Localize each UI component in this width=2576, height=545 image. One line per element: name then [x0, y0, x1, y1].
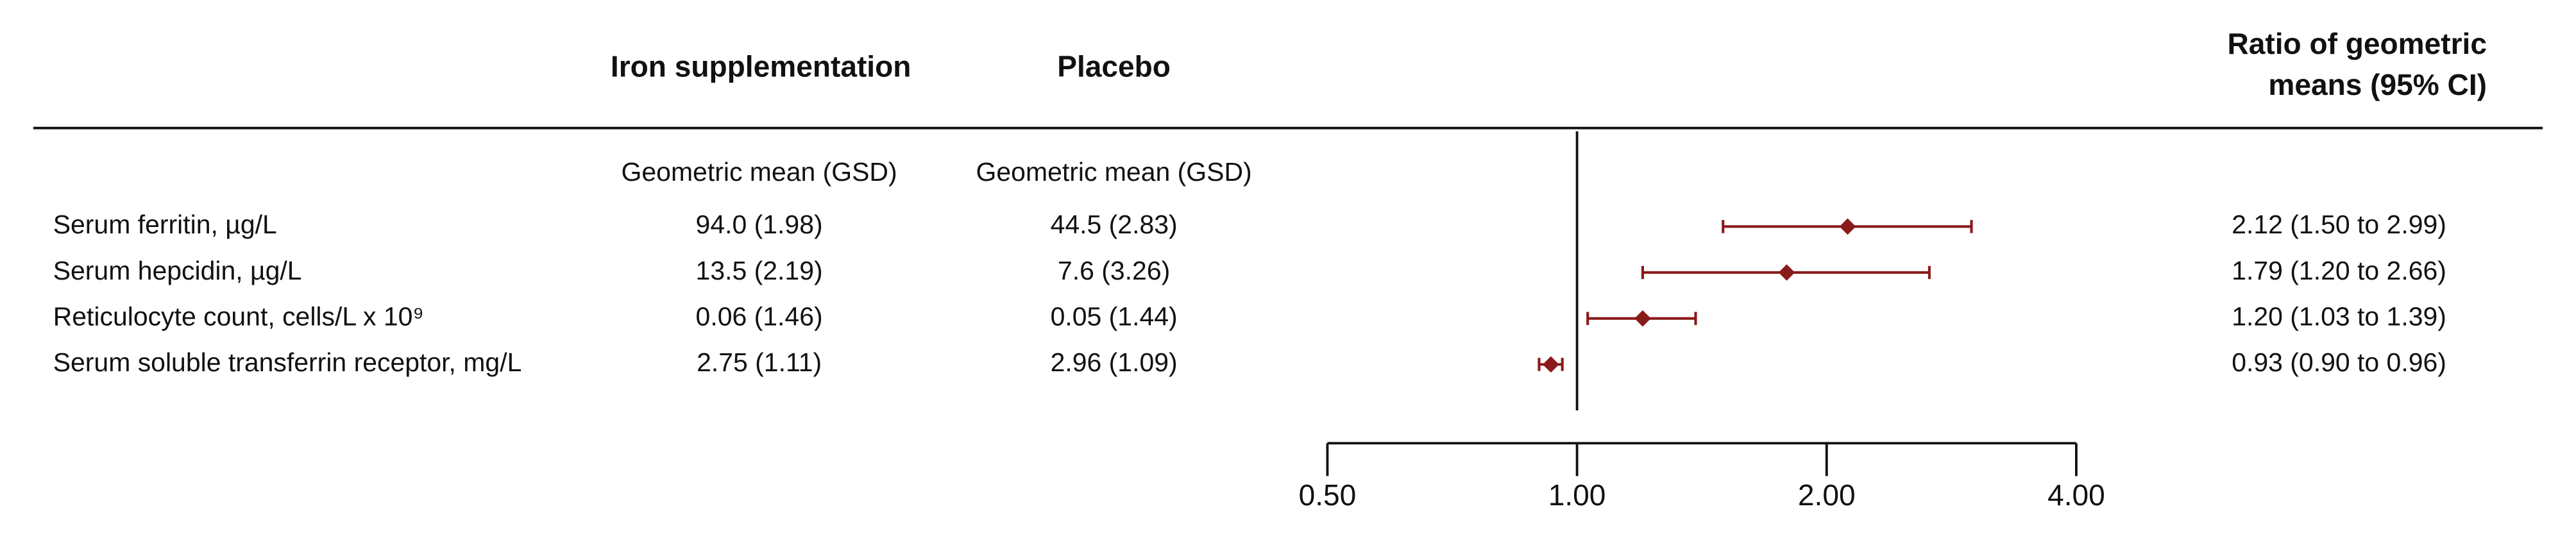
column-subheader: Geometric mean (GSD) — [622, 157, 897, 187]
ratio-header: Ratio of geometric — [2227, 27, 2487, 60]
ratio-header: means (95% CI) — [2268, 68, 2487, 101]
row-label: Serum hepcidin, µg/L — [53, 256, 302, 285]
placebo-value: 0.05 (1.44) — [1051, 301, 1178, 331]
ratio-label: 1.20 (1.03 to 1.39) — [2232, 301, 2446, 331]
estimate-marker — [1778, 264, 1795, 281]
placebo-value: 2.96 (1.09) — [1051, 348, 1178, 377]
column-header: Iron supplementation — [611, 50, 911, 83]
placebo-value: 44.5 (2.83) — [1051, 210, 1178, 239]
estimate-marker — [1543, 356, 1559, 373]
row-label: Serum ferritin, µg/L — [53, 210, 277, 239]
row-label: Serum soluble transferrin receptor, mg/L — [53, 348, 522, 377]
row-label: Reticulocyte count, cells/L x 10⁹ — [53, 301, 424, 331]
placebo-value: 7.6 (3.26) — [1058, 256, 1170, 285]
x-tick-label: 1.00 — [1548, 478, 1606, 512]
iron-value: 13.5 (2.19) — [696, 256, 823, 285]
iron-value: 94.0 (1.98) — [696, 210, 823, 239]
ratio-label: 2.12 (1.50 to 2.99) — [2232, 210, 2446, 239]
x-tick-label: 2.00 — [1798, 478, 1856, 512]
iron-value: 0.06 (1.46) — [696, 301, 823, 331]
column-subheader: Geometric mean (GSD) — [976, 157, 1252, 187]
x-tick-label: 4.00 — [2047, 478, 2105, 512]
iron-value: 2.75 (1.11) — [697, 348, 822, 377]
ratio-label: 1.79 (1.20 to 2.66) — [2232, 256, 2446, 285]
estimate-marker — [1634, 310, 1651, 327]
x-tick-label: 0.50 — [1299, 478, 1357, 512]
column-header: Placebo — [1057, 50, 1171, 83]
estimate-marker — [1839, 218, 1856, 235]
ratio-label: 0.93 (0.90 to 0.96) — [2232, 348, 2446, 377]
